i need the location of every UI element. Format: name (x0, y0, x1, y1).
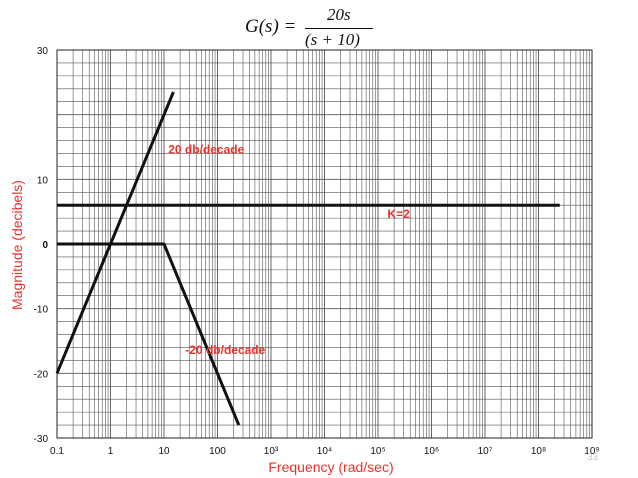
series-layer (55, 91, 560, 426)
x-tick-label: 10³ (264, 446, 279, 457)
annotation-label: K=2 (387, 207, 410, 221)
x-tick-label: 0.1 (50, 446, 64, 457)
x-tick-label: 10⁹ (584, 446, 599, 457)
y-axis-label: Magnitude (decibels) (9, 180, 25, 310)
y-tick-label: -20 (34, 369, 49, 380)
x-tick-label: 10⁷ (478, 446, 493, 457)
annotation-label: 20 db/decade (168, 142, 244, 156)
x-tick-label: 10⁴ (317, 446, 332, 457)
formula-numerator: 20s (327, 5, 351, 24)
x-tick-label: 10⁸ (531, 446, 546, 457)
annotations: 20 db/decade K=2 -20 db/decade (168, 142, 410, 356)
y-tick-labels: 30 10 0 -10 -20 -30 (34, 46, 49, 445)
formula-lhs: G(s) = (245, 16, 297, 37)
formula-fraction-bar (305, 28, 373, 29)
x-tick-label: 100 (209, 446, 226, 457)
transfer-function-formula: G(s) = 20s (s + 10) (243, 4, 383, 49)
y-tick-label: 10 (37, 175, 49, 186)
series-line-1 (55, 91, 175, 374)
annotation-label: -20 db/decade (185, 343, 265, 357)
y-tick-label: 30 (37, 46, 49, 57)
x-tick-label: 10 (158, 446, 170, 457)
y-tick-label: 0 (42, 240, 48, 251)
series-line-3 (57, 242, 241, 426)
page-number: 33 (587, 452, 599, 463)
x-tick-label: 10⁶ (424, 446, 439, 457)
x-tick-label: 10⁵ (370, 446, 385, 457)
y-tick-label: -30 (34, 434, 49, 445)
y-tick-label: -10 (34, 305, 49, 316)
x-axis-label: Frequency (rad/sec) (268, 459, 393, 475)
x-tick-labels: 0.1 1 10 100 10³ 10⁴ 10⁵ 10⁶ 10⁷ 10⁸ 10⁹ (50, 446, 600, 457)
formula-denominator: (s + 10) (305, 30, 360, 49)
x-tick-label: 1 (108, 446, 114, 457)
